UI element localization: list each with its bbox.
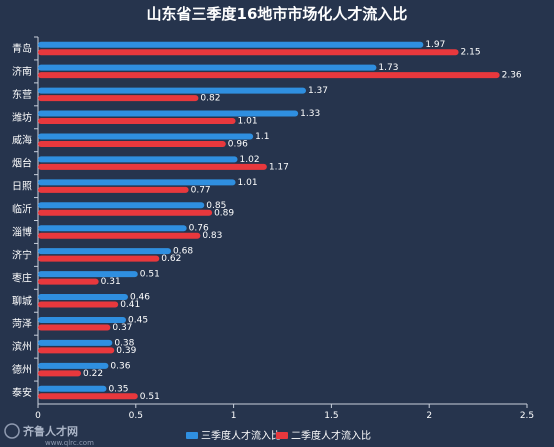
category-label: 淄博 — [12, 225, 32, 238]
bar-q2 — [38, 393, 138, 400]
legend-label: 三季度人才流入比 — [201, 429, 281, 442]
bar-q3 — [38, 133, 254, 140]
data-label: 0.45 — [128, 315, 148, 325]
data-label: 1.1 — [255, 132, 269, 142]
x-tick-label: 2 — [426, 411, 432, 421]
x-tick-label: 1 — [231, 411, 237, 421]
bar-q3 — [38, 225, 187, 232]
data-label: 0.46 — [130, 293, 150, 303]
bar-q3 — [38, 202, 205, 209]
bar-q3 — [38, 87, 306, 94]
data-label: 1.01 — [238, 117, 258, 127]
bar-q2 — [38, 49, 459, 56]
bar-q3 — [38, 385, 107, 392]
legend-label: 二季度人才流入比 — [291, 429, 371, 442]
site-logo: 齐鲁人才网 www.qlrc.com — [4, 423, 94, 447]
data-label: 0.83 — [202, 231, 222, 241]
category-label: 威海 — [12, 134, 32, 147]
data-label: 0.22 — [83, 369, 103, 379]
data-label: 1.73 — [378, 63, 398, 73]
data-label: 0.35 — [108, 384, 128, 394]
x-tick-label: 0 — [35, 411, 41, 421]
data-label: 0.37 — [112, 323, 132, 333]
bar-q3 — [38, 110, 299, 117]
bar-q2 — [38, 209, 213, 216]
category-label: 烟台 — [12, 157, 32, 170]
bar-q3 — [38, 316, 127, 323]
bar-q2 — [38, 186, 189, 193]
bar-q3 — [38, 64, 377, 71]
data-label: 1.37 — [308, 86, 328, 96]
category-label: 德州 — [12, 363, 32, 376]
data-label: 0.39 — [116, 346, 136, 356]
bar-q2 — [38, 140, 226, 147]
chart-title: 山东省三季度16地市市场化人才流入比 — [147, 5, 408, 23]
bar-q3 — [38, 156, 238, 163]
logo-icon — [4, 423, 20, 439]
bar-q2 — [38, 301, 119, 308]
category-label: 泰安 — [12, 386, 32, 399]
category-label: 聊城 — [12, 294, 32, 307]
logo-url: www.qlrc.com — [45, 439, 94, 447]
bar-q3 — [38, 362, 109, 369]
data-label: 1.02 — [240, 155, 260, 165]
bar-q2 — [38, 255, 160, 262]
data-label: 2.15 — [461, 48, 481, 58]
x-tick-label: 2.5 — [520, 411, 534, 421]
category-label: 东营 — [12, 88, 32, 101]
data-label: 1.01 — [238, 178, 258, 188]
bar-q3 — [38, 248, 172, 255]
logo-brand: 齐鲁人才网 — [23, 424, 78, 438]
bar-q3 — [38, 179, 236, 186]
bar-q2 — [38, 118, 236, 125]
bar-q2 — [38, 232, 201, 239]
category-label: 济南 — [12, 65, 32, 78]
data-label: 0.68 — [173, 247, 193, 257]
bar-q2 — [38, 163, 267, 170]
legend: 三季度人才流入比 二季度人才流入比 — [186, 429, 371, 442]
data-label: 2.36 — [502, 71, 522, 81]
data-label: 0.85 — [206, 201, 226, 211]
category-label: 临沂 — [12, 203, 32, 216]
data-label: 0.51 — [140, 270, 160, 280]
x-tick-label: 0.5 — [129, 411, 143, 421]
data-label: 0.76 — [189, 224, 209, 234]
x-tick-label: 1.5 — [324, 411, 338, 421]
bar-q2 — [38, 370, 82, 377]
data-label: 1.17 — [269, 162, 289, 172]
category-label: 青岛 — [12, 42, 32, 55]
bar-q3 — [38, 294, 128, 301]
category-label: 潍坊 — [12, 111, 32, 124]
bar-q3 — [38, 271, 138, 278]
category-label: 滨州 — [12, 340, 32, 353]
bar-q2 — [38, 95, 199, 102]
bar-q2 — [38, 347, 115, 354]
bar-q3 — [38, 339, 113, 346]
data-label: 0.31 — [101, 277, 121, 287]
legend-swatch — [186, 432, 198, 439]
data-label: 0.62 — [161, 254, 181, 264]
legend-swatch — [276, 432, 288, 439]
data-label: 1.33 — [300, 109, 320, 119]
data-label: 1.97 — [425, 40, 445, 50]
data-label: 0.36 — [110, 361, 130, 371]
data-label: 0.89 — [214, 208, 234, 218]
bar-q2 — [38, 324, 111, 331]
bar-q2 — [38, 278, 99, 285]
bar-q2 — [38, 72, 500, 79]
data-label: 0.77 — [191, 185, 211, 195]
data-label: 0.41 — [120, 300, 140, 310]
bar-q3 — [38, 41, 424, 48]
data-label: 0.51 — [140, 392, 160, 402]
data-label: 0.82 — [200, 94, 220, 104]
category-label: 济宁 — [12, 248, 32, 261]
data-label: 0.96 — [228, 139, 248, 149]
data-label: 0.38 — [114, 338, 134, 348]
category-label: 菏泽 — [12, 318, 32, 330]
category-label: 枣庄 — [12, 271, 32, 284]
category-label: 日照 — [12, 181, 32, 193]
